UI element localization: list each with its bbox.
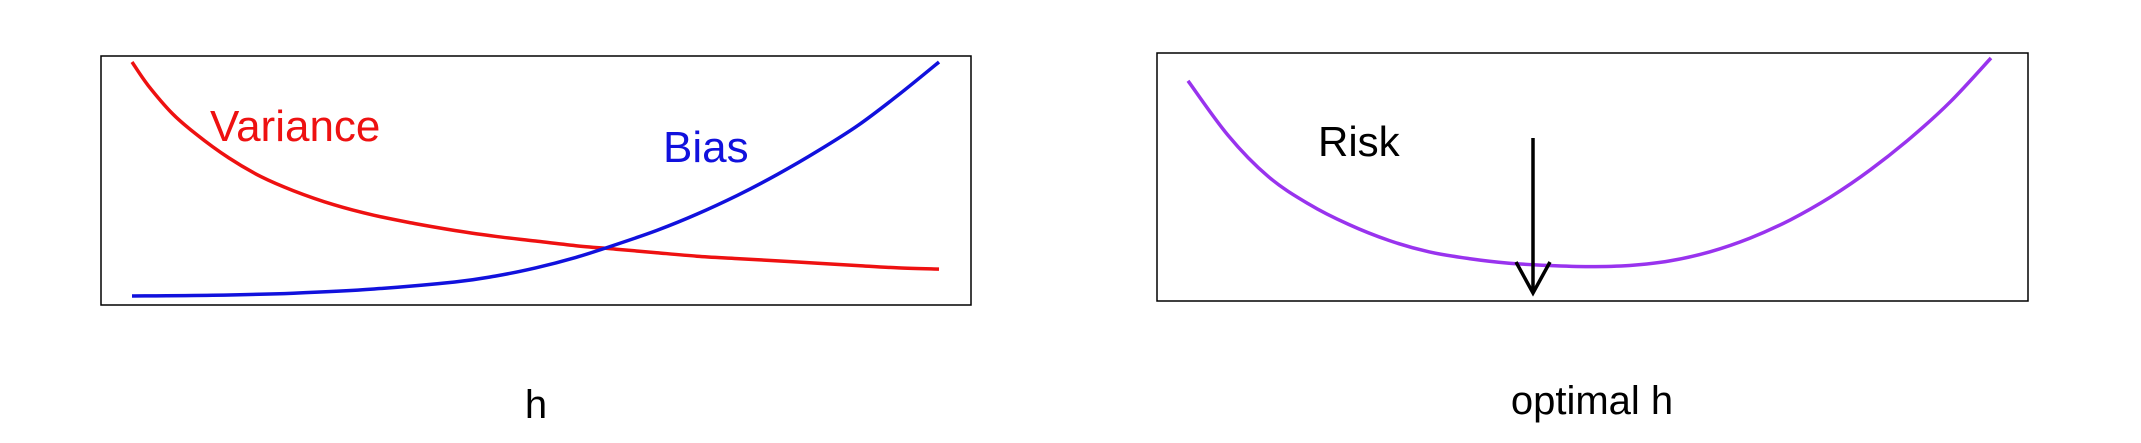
left-x-axis-label: h	[525, 383, 547, 427]
right-plot-frame	[1156, 52, 2029, 302]
bias-label: Bias	[663, 123, 749, 172]
bias-line	[131, 60, 941, 298]
variance-line	[130, 61, 940, 271]
variance-label: Variance	[210, 102, 380, 151]
right-x-axis-label: optimal h	[1511, 379, 1673, 423]
risk-line	[1186, 56, 1993, 269]
risk-label: Risk	[1318, 118, 1401, 165]
optimal-h-arrow	[1514, 138, 1552, 297]
